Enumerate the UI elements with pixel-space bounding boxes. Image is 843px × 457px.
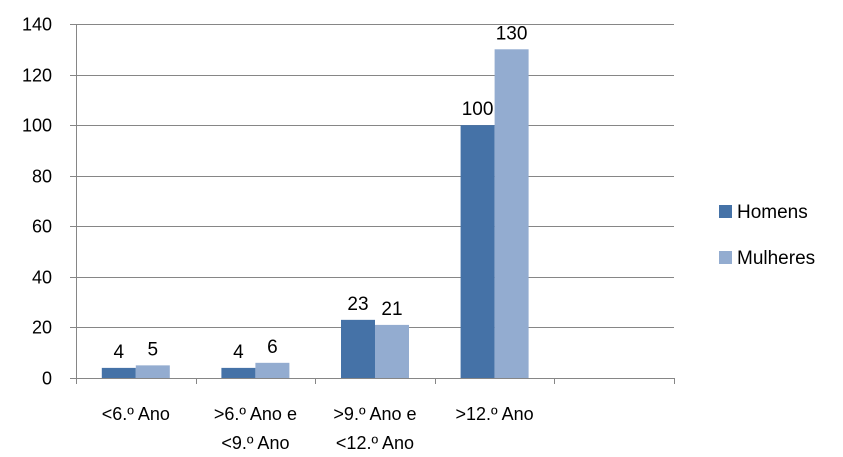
legend-label-homens: Homens	[737, 202, 808, 223]
data-label: 4	[233, 342, 244, 363]
bars	[101, 49, 529, 379]
y-tick-label: 100	[22, 116, 52, 136]
axes	[70, 24, 675, 384]
y-tick-label: 20	[32, 318, 52, 338]
y-tick-label: 140	[22, 15, 52, 35]
data-labels: 4 4 23 100 5 6 21 130	[114, 23, 528, 363]
bar-mulheres	[255, 362, 290, 378]
bar-mulheres	[375, 324, 409, 378]
y-tick-label: 40	[32, 268, 52, 288]
data-label: 5	[148, 339, 159, 360]
x-category-label: >12.º Ano	[456, 404, 534, 424]
legend: Homens Mulheres	[719, 202, 815, 269]
x-category-label: <12.º Ano	[336, 433, 414, 453]
legend-swatch-homens	[719, 205, 732, 218]
y-tick-labels: 0 20 40 60 80 100 120 140	[22, 15, 52, 389]
data-label: 130	[496, 23, 528, 44]
x-category-label: <9.º Ano	[221, 433, 289, 453]
x-category-label: >6.º Ano e	[214, 404, 297, 424]
x-category-label: <6.º Ano	[102, 404, 170, 424]
y-tick-label: 120	[22, 66, 52, 86]
data-label: 100	[462, 99, 494, 120]
bar-homens	[101, 367, 136, 378]
data-label: 4	[114, 342, 125, 363]
bar-homens	[221, 367, 256, 378]
y-tick-label: 0	[42, 369, 52, 389]
legend-label-mulheres: Mulheres	[737, 248, 815, 269]
x-category-label: >9.º Ano e	[333, 404, 416, 424]
data-label: 6	[267, 337, 278, 358]
gridlines	[76, 24, 674, 328]
bar-mulheres	[494, 49, 529, 379]
bar-homens	[460, 125, 495, 379]
legend-swatch-mulheres	[719, 251, 732, 264]
data-label: 21	[381, 299, 402, 320]
y-tick-label: 60	[32, 217, 52, 237]
bar-mulheres	[135, 365, 170, 378]
y-tick-label: 80	[32, 167, 52, 187]
bar-homens	[341, 319, 375, 378]
x-category-labels: <6.º Ano >6.º Ano e <9.º Ano >9.º Ano e <12.…	[102, 404, 534, 453]
data-label: 23	[347, 294, 368, 315]
